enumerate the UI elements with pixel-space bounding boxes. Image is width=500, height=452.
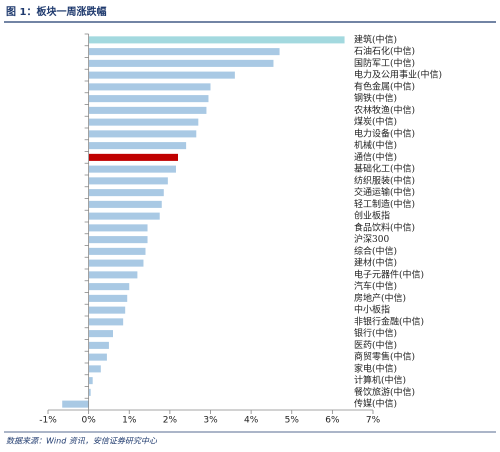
category-label: 电力设备(中信)	[354, 127, 415, 139]
category-label: 机械(中信)	[354, 139, 397, 151]
category-label: 商贸零售(中信)	[354, 351, 415, 363]
category-label: 中小板指	[354, 304, 390, 316]
category-label: 银行(中信)	[354, 327, 397, 339]
bar	[88, 377, 93, 385]
bar	[88, 318, 124, 326]
category-label: 房地产(中信)	[354, 292, 406, 304]
bar	[88, 330, 113, 338]
bar	[88, 177, 168, 185]
category-label: 石油石化(中信)	[354, 45, 415, 57]
category-label: 交通运输(中信)	[354, 186, 415, 198]
category-label: 传媒(中信)	[354, 398, 397, 410]
x-tick-label: 0%	[81, 416, 96, 426]
category-label: 建材(中信)	[354, 257, 397, 269]
x-tick-label: 1%	[122, 416, 137, 426]
bar	[88, 259, 144, 267]
category-label: 非银行金融(中信)	[354, 315, 424, 327]
category-label: 煤炭(中信)	[354, 116, 397, 128]
bar	[88, 106, 207, 114]
source: 数据来源：Wind 资讯，安信证券研究中心	[6, 437, 158, 446]
x-tick-label: 6%	[325, 416, 340, 426]
category-label: 综合(中信)	[354, 245, 397, 257]
bar	[88, 341, 109, 349]
bar	[88, 118, 199, 126]
category-label: 餐饮旅游(中信)	[354, 386, 415, 398]
chart-title: 图 1：板块一周涨跌幅	[6, 5, 106, 18]
x-tick-label: 7%	[366, 416, 381, 426]
category-label: 国防军工(中信)	[354, 57, 415, 69]
bar	[88, 294, 128, 302]
category-label: 电力及公用事业(中信)	[354, 69, 442, 81]
category-label: 通信(中信)	[354, 151, 397, 163]
bar	[88, 388, 91, 396]
category-label: 医药(中信)	[354, 339, 397, 351]
bar	[88, 83, 211, 91]
bar	[88, 365, 101, 373]
bar	[88, 59, 274, 67]
category-label: 汽车(中信)	[354, 280, 397, 292]
bar	[88, 236, 148, 244]
bar	[88, 95, 209, 103]
bar	[88, 48, 280, 56]
x-tick-label: 4%	[244, 416, 259, 426]
bar	[88, 165, 176, 173]
category-label: 农林牧渔(中信)	[354, 104, 415, 116]
bar	[88, 36, 345, 44]
category-label: 食品饮料(中信)	[354, 221, 415, 233]
bar	[88, 71, 235, 79]
bar	[88, 271, 138, 279]
category-label: 电子元器件(中信)	[354, 268, 424, 280]
bar	[88, 283, 130, 291]
category-label: 创业板指	[354, 210, 390, 222]
bar	[88, 153, 178, 161]
bar	[88, 247, 146, 255]
category-label: 家电(中信)	[354, 362, 397, 374]
category-label: 基础化工(中信)	[354, 163, 415, 175]
bar	[88, 200, 162, 208]
category-label: 轻工制造(中信)	[354, 198, 415, 210]
x-tick-label: 5%	[285, 416, 300, 426]
bar	[88, 353, 107, 361]
category-label: 有色金属(中信)	[354, 80, 415, 92]
category-label: 沪深300	[354, 233, 389, 245]
x-tick-label: 3%	[203, 416, 218, 426]
category-label: 纺织服装(中信)	[354, 174, 415, 186]
bar	[88, 142, 187, 150]
x-tick-label: 2%	[163, 416, 178, 426]
bar	[88, 130, 197, 138]
x-tick-label: -1%	[39, 416, 57, 426]
bar	[88, 212, 160, 220]
category-label: 建筑(中信)	[354, 33, 397, 45]
category-label: 钢铁(中信)	[354, 92, 397, 104]
bar	[88, 189, 164, 197]
category-label: 计算机(中信)	[354, 374, 406, 386]
bar	[88, 224, 148, 232]
bar	[88, 306, 126, 314]
bar	[62, 400, 89, 408]
